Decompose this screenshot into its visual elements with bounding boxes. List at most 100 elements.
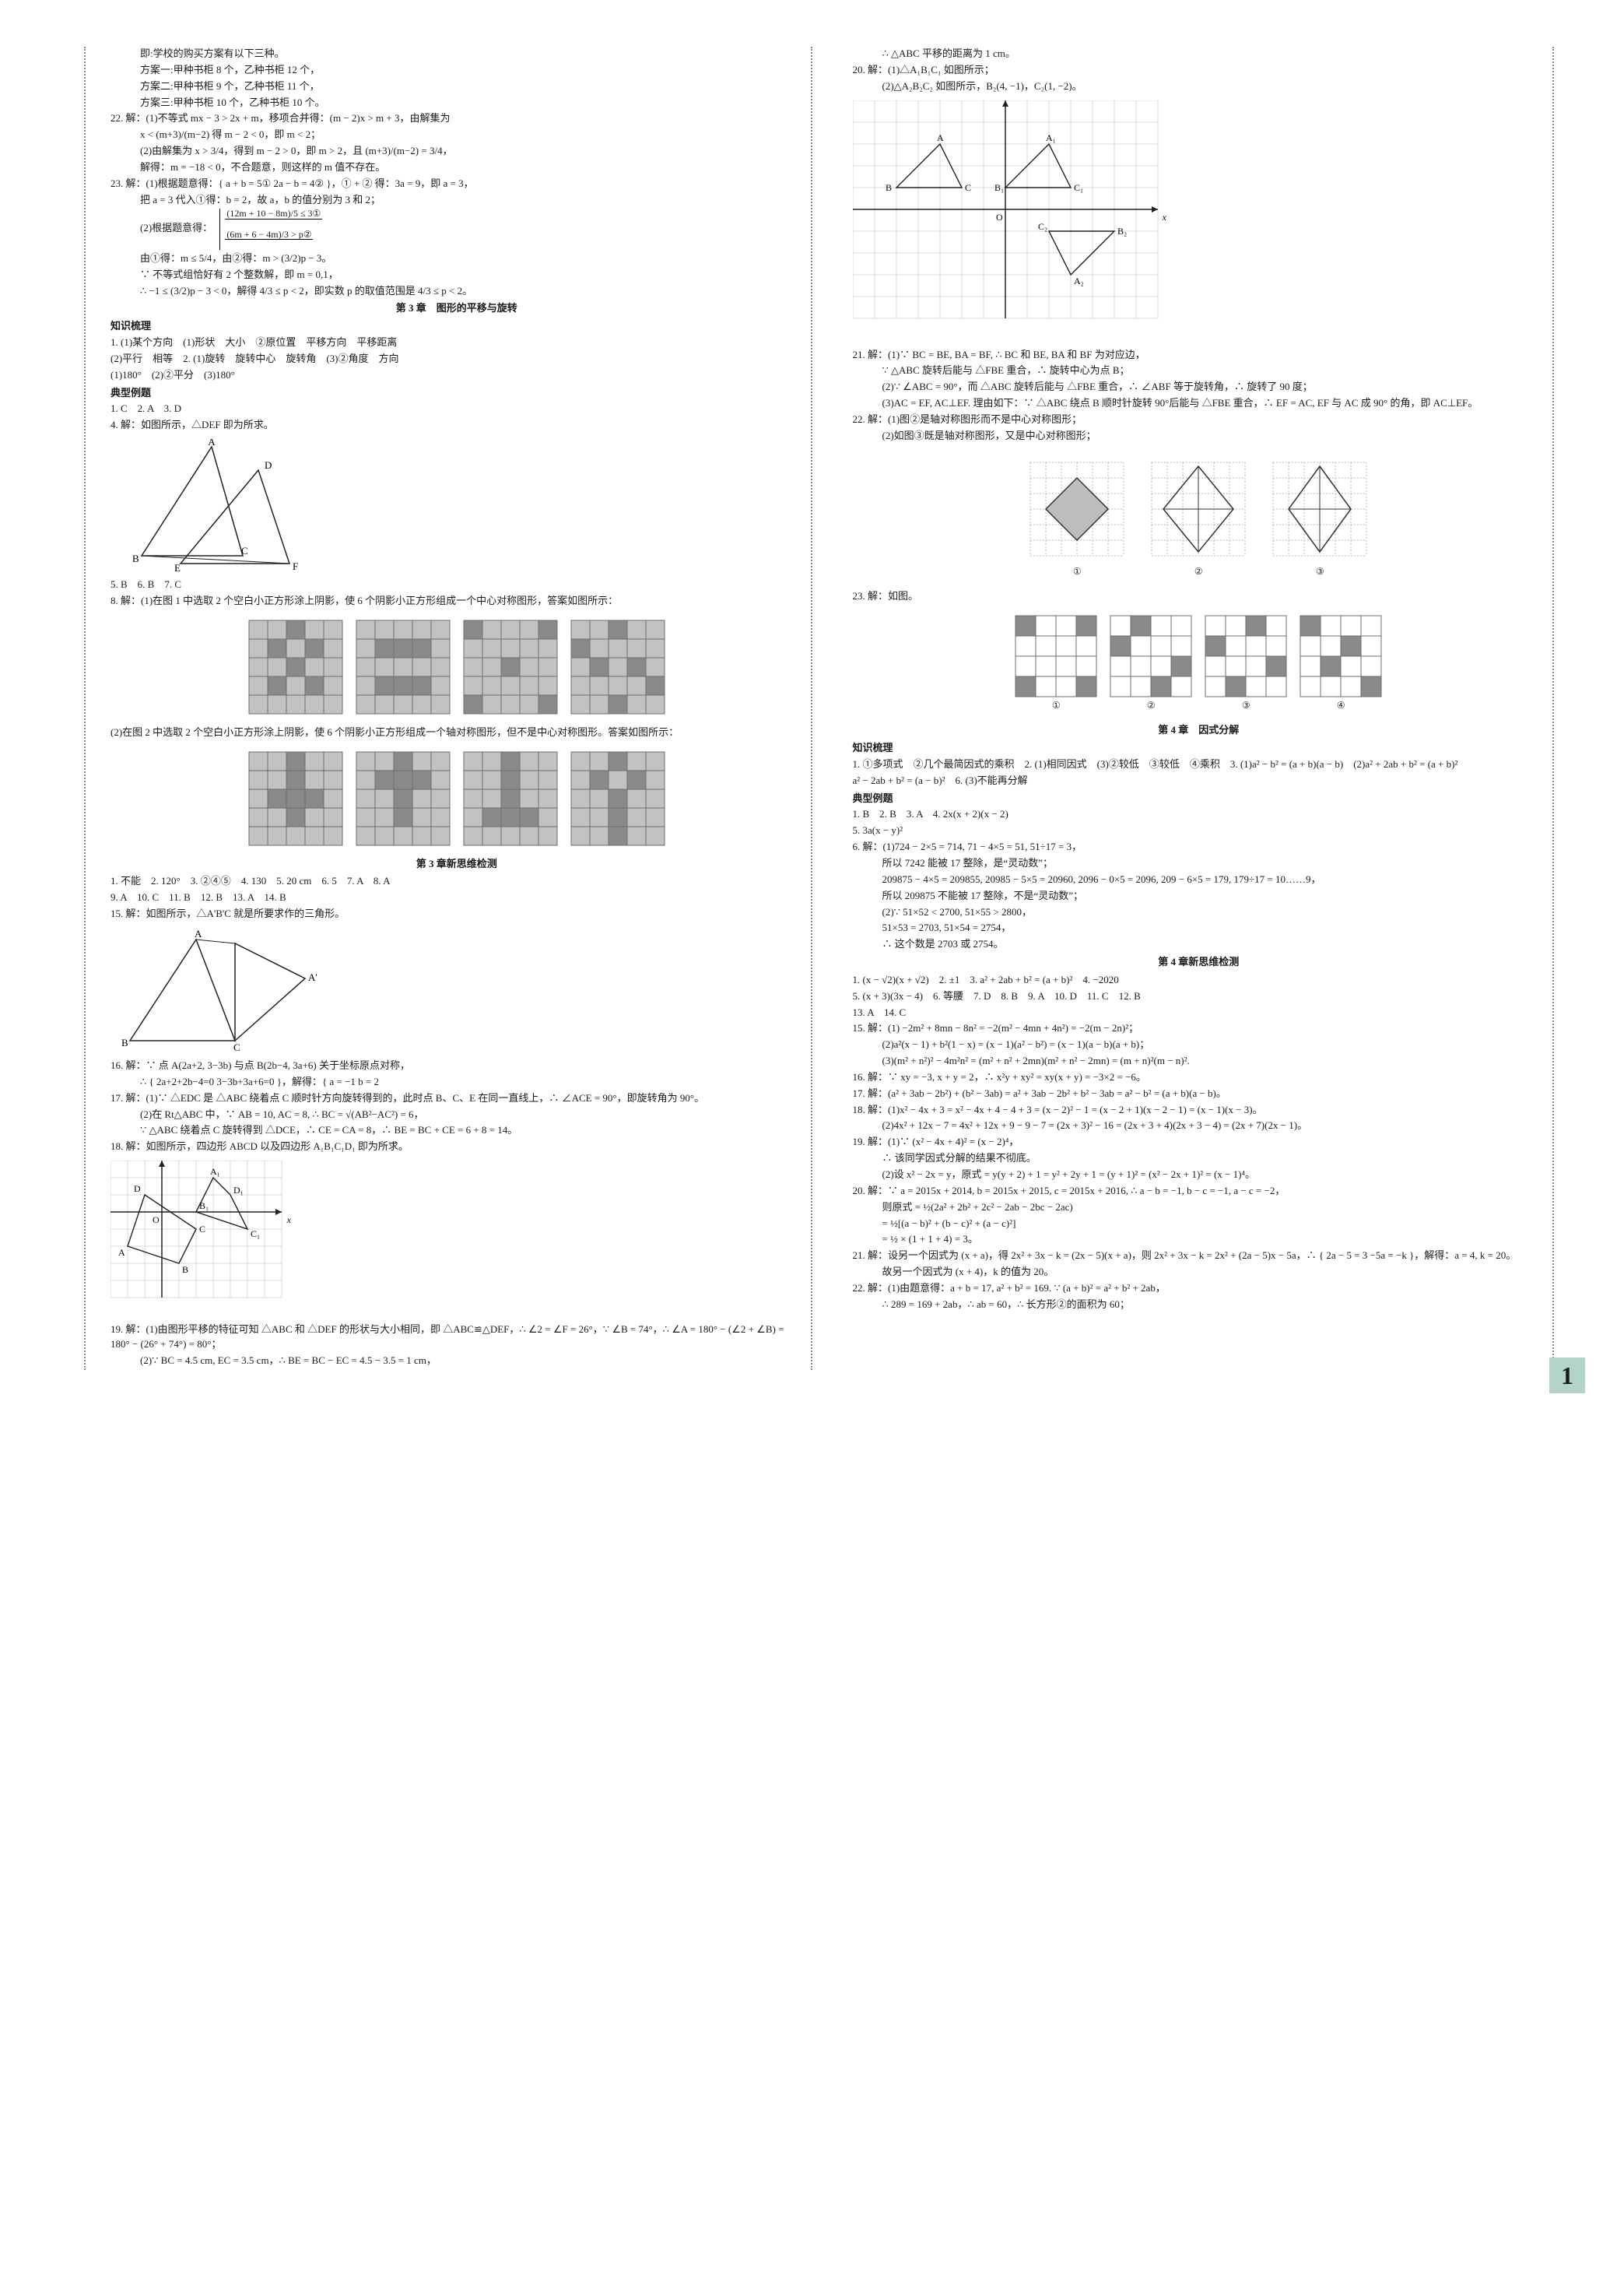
shaded-grid [463, 620, 558, 715]
text: (2)∵ ∠ABC = 90°，而 △ABC 旋转后能与 △FBE 重合，∴ ∠… [853, 380, 1545, 395]
svg-text:D₁: D₁ [233, 1185, 244, 1196]
text: 1. (1)某个方向 (1)形状 大小 ②原位置 平移方向 平移距离 [110, 335, 803, 350]
text: 51×53 = 2703, 51×54 = 2754， [853, 921, 1545, 936]
text: 所以 209875 不能被 17 整除，不是“灵动数”； [853, 889, 1545, 904]
svg-text:B₁: B₁ [994, 182, 1004, 193]
q22-1: 22. 解：(1)不等式 mx − 3 > 2x + m，移项合并得：(m − … [110, 111, 803, 126]
text: ∴ 这个数是 2703 或 2754。 [853, 937, 1545, 952]
q23-1: 23. 解：(1)根据题意得：{ a + b = 5① 2a − b = 4② … [110, 177, 803, 191]
text: 18. 解：如图所示，四边形 ABCD 以及四边形 A₁B₁C₁D₁ 即为所求。 [110, 1140, 803, 1154]
shaded-grid [248, 751, 343, 846]
text: 把 a = 3 代入①得：b = 2，故 a，b 的值分别为 3 和 2； [110, 193, 803, 208]
subheader-dianxing: 典型例题 [110, 386, 803, 401]
ch4-test-title: 第 4 章新思维检测 [853, 955, 1545, 970]
text: 23. 解：如图。 [853, 589, 1545, 604]
svg-text:A₁: A₁ [1046, 132, 1056, 143]
text: 13. A 14. C [853, 1006, 1545, 1020]
triangle-figure-abc-aprime: A A' B C [110, 928, 328, 1052]
text: (2)a²(x − 1) + b²(1 − x) = (x − 1)(a² − … [853, 1038, 1545, 1052]
text: (1)180° (2)②平分 (3)180° [110, 368, 803, 383]
svg-text:A: A [195, 928, 202, 940]
text: 4. 解：如图所示，△DEF 即为所求。 [110, 418, 803, 433]
text: a² − 2ab + b² = (a − b)² 6. (3)不能再分解 [853, 774, 1545, 789]
text: 1. (x − √2)(x + √2) 2. ±1 3. a² + 2ab + … [853, 973, 1545, 988]
text: (2)在 Rt△ABC 中，∵ AB = 10, AC = 8, ∴ BC = … [110, 1108, 803, 1122]
text: 17. 解：(1)∵ △EDC 是 △ABC 绕着点 C 顺时针方向旋转得到的，… [110, 1091, 803, 1106]
text: (3)(m² + n²)² − 4m²n² = (m² + n² + 2mn)(… [853, 1054, 1545, 1069]
svg-text:O: O [153, 1214, 160, 1225]
text: 8. 解：(1)在图 1 中选取 2 个空白小正方形涂上阴影，使 6 个阴影小正… [110, 594, 803, 609]
text: 方案三:甲种书柜 10 个，乙种书柜 10 个。 [110, 96, 803, 111]
text: 20. 解：∵ a = 2015x + 2014, b = 2015x + 20… [853, 1184, 1545, 1199]
dotted-grid-figure [1144, 455, 1253, 564]
text: (2)根据题意得： (12m + 10 − 8m)/5 ≤ 3① (6m + 6… [110, 209, 803, 249]
text: 所以 7242 能被 17 整除，是“灵动数”； [853, 856, 1545, 871]
text: 9. A 10. C 11. B 12. B 13. A 14. B [110, 890, 803, 905]
svg-text:C₁: C₁ [251, 1228, 260, 1239]
shaded-grid [570, 751, 665, 846]
subheader-dianxing-r: 典型例题 [853, 792, 1545, 806]
coord-grid-q20: OxyABCA₁B₁C₁A₂B₂C₂ [853, 100, 1180, 342]
text: ∴ { 2a+2+2b−4=0 3−3b+3a+6=0 }，解得：{ a = −… [110, 1075, 803, 1090]
text: 22. 解：(1)由题意得：a + b = 17, a² + b² = 169.… [853, 1281, 1545, 1296]
text: (2)∵ BC = 4.5 cm, EC = 3.5 cm，∴ BE = BC … [110, 1354, 803, 1368]
text: (2)∵ 51×52 < 2700, 51×55 > 2800， [853, 905, 1545, 920]
svg-text:C: C [965, 182, 971, 193]
shaded-grid [356, 620, 451, 715]
text: 由①得：m ≤ 5/4，由②得：m > (3/2)p − 3。 [110, 251, 803, 266]
shaded-grid [463, 751, 558, 846]
svg-text:C: C [241, 545, 248, 557]
text: 方案一:甲种书柜 8 个，乙种书柜 12 个， [110, 63, 803, 78]
svg-text:C₁: C₁ [1074, 182, 1083, 193]
page-number-badge: 1 [1549, 1358, 1585, 1393]
text: 5. B 6. B 7. C [110, 578, 803, 592]
text: (2)4x² + 12x − 7 = 4x² + 12x + 9 − 9 − 7… [853, 1119, 1545, 1133]
svg-text:B₁: B₁ [199, 1200, 209, 1211]
svg-text:B: B [886, 182, 892, 193]
text: 5. 3a(x − y)² [853, 824, 1545, 838]
text: 15. 解：如图所示，△A'B'C 就是所要求作的三角形。 [110, 907, 803, 922]
text: 19. 解：(1)∵ (x² − 4x + 4)² = (x − 2)⁴， [853, 1135, 1545, 1150]
svg-text:E: E [174, 562, 181, 571]
dotted-grid-figure [1022, 455, 1131, 564]
shaded-grid [248, 620, 343, 715]
triangle-figure-def: A D B C E F [110, 439, 313, 571]
text: 21. 解：设另一个因式为 (x + a)，得 2x² + 3x − k = (… [853, 1249, 1545, 1263]
text: 16. 解：∵ 点 A(2a+2, 3−3b) 与点 B(2b−4, 3a+6)… [110, 1059, 803, 1073]
svg-text:A': A' [308, 971, 317, 983]
svg-text:A: A [937, 132, 944, 143]
text: ∴ △ABC 平移的距离为 1 cm。 [853, 47, 1545, 61]
text: 则原式 = ½(2a² + 2b² + 2c² − 2ab − 2bc − 2a… [853, 1200, 1545, 1215]
svg-text:C₂: C₂ [1038, 221, 1047, 232]
text: ∴ 该同学因式分解的结果不彻底。 [853, 1151, 1545, 1166]
svg-text:x: x [286, 1214, 292, 1225]
text: 5. (x + 3)(3x − 4) 6. 等腰 7. D 8. B 9. A … [853, 989, 1545, 1004]
svg-text:B: B [132, 553, 139, 564]
text: (2)在图 2 中选取 2 个空白小正方形涂上阴影，使 6 个阴影小正方形组成一… [110, 725, 803, 740]
text: 1. B 2. B 3. A 4. 2x(x + 2)(x − 2) [853, 807, 1545, 822]
text: 1. 不能 2. 120° 3. ②④⑤ 4. 130 5. 20 cm 6. … [110, 874, 803, 889]
shaded-grid [1015, 615, 1097, 697]
svg-text:C: C [199, 1224, 205, 1235]
svg-text:A₂: A₂ [1074, 276, 1084, 286]
text: ∴ −1 ≤ (3/2)p − 3 < 0，解得 4/3 ≤ p < 2，即实数… [110, 284, 803, 299]
shaded-grid [1205, 615, 1287, 697]
svg-text:B: B [121, 1037, 128, 1048]
text: 1. ①多项式 ②几个最简因式的乘积 2. (1)相同因式 (3)②较低 ③较低… [853, 757, 1545, 772]
text: 6. 解：(1)724 − 2×5 = 714, 71 − 4×5 = 51, … [853, 840, 1545, 855]
coord-grid-q18: OxyABCDD₁C₁A₁B₁ [110, 1161, 313, 1316]
text: 方案二:甲种书柜 9 个，乙种书柜 11 个， [110, 79, 803, 94]
text: ∵ △ABC 旋转后能与 △FBE 重合，∴ 旋转中心为点 B； [853, 364, 1545, 378]
text: 22. 解：(1)图②是轴对称图形而不是中心对称图形； [853, 413, 1545, 427]
text: 15. 解：(1) −2m² + 8mn − 8n² = −2(m² − 4mn… [853, 1021, 1545, 1036]
dotted-grid-figure [1265, 455, 1374, 564]
text: = ½[(a − b)² + (b − c)² + (a − c)²] [853, 1217, 1545, 1231]
text: (2)△A₂B₂C₂ 如图所示，B₂(4, −1)，C₂(1, −2)。 [853, 79, 1545, 94]
ch3-test-title: 第 3 章新思维检测 [110, 857, 803, 872]
chapter-4-title: 第 4 章 因式分解 [853, 723, 1545, 738]
svg-text:A₁: A₁ [210, 1166, 220, 1177]
text: 209875 − 4×5 = 209855, 20985 − 5×5 = 209… [853, 873, 1545, 887]
text: (2)设 x² − 2x = y，原式 = y(y + 2) + 1 = y² … [853, 1168, 1545, 1182]
text: = ½ × (1 + 1 + 4) = 3。 [853, 1232, 1545, 1247]
text: 17. 解：(a² + 3ab − 2b²) + (b² − 3ab) = a²… [853, 1087, 1545, 1101]
